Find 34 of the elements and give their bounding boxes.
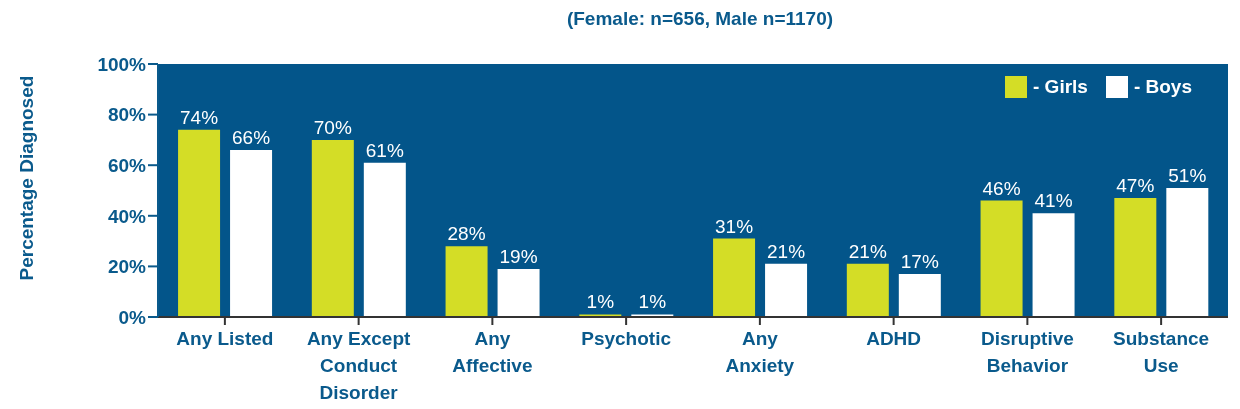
y-tick-label: 40% (107, 205, 147, 227)
y-tick-label: 0% (118, 306, 147, 328)
y-tick-label: 80% (107, 104, 147, 126)
x-tick-label: Psychotic (581, 328, 672, 349)
data-label: 1% (638, 291, 667, 313)
data-label: 46% (982, 177, 1021, 199)
data-label: 51% (1168, 164, 1207, 186)
data-label: 19% (499, 245, 538, 267)
x-tick-label: Disruptive Behavior (980, 328, 1074, 376)
data-label: 28% (447, 223, 486, 245)
legend-label: - Boys (1133, 76, 1192, 98)
data-label: 74% (180, 106, 219, 128)
data-label: 31% (715, 215, 754, 237)
data-label: 66% (232, 127, 271, 149)
x-tick-label: ADHD (866, 328, 922, 349)
data-label: 21% (767, 240, 806, 262)
chart-subtitle: (Female: n=656, Male n=1170) (565, 8, 835, 31)
data-label: 1% (586, 291, 615, 313)
legend-label: - Girls (1033, 76, 1088, 98)
data-label: 41% (1034, 190, 1073, 212)
y-tick-label: 20% (107, 256, 147, 278)
y-axis-title: Percentage Diagnosed (15, 75, 37, 281)
x-tick-label: Substance Use (1113, 328, 1210, 376)
data-label: 21% (848, 240, 887, 262)
x-tick-label: Any Listed (176, 328, 274, 349)
x-tick-label: Any Affective (452, 328, 533, 376)
x-tick-label: Any Except Conduct Disorder (306, 328, 412, 403)
data-label: 17% (900, 250, 939, 272)
data-label: 61% (365, 139, 404, 161)
data-label: 47% (1116, 175, 1155, 197)
y-tick-label: 100% (97, 53, 147, 75)
x-tick-label: Any Anxiety (725, 328, 795, 376)
data-label: 70% (313, 116, 352, 138)
y-tick-label: 60% (107, 154, 147, 176)
